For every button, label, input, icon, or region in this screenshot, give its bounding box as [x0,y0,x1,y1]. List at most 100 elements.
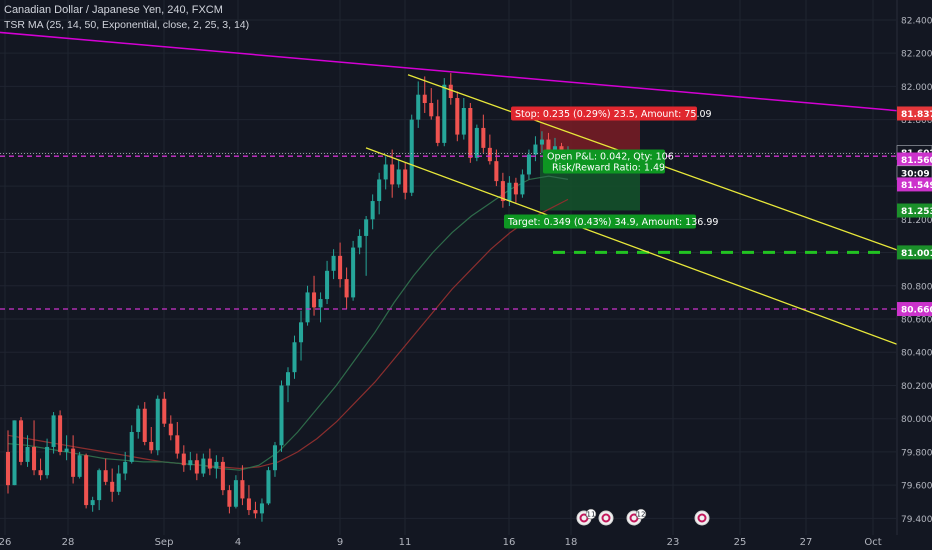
price-label-text: 80.660 [901,306,932,316]
candlesticks [5,73,571,522]
event-count-badge [585,508,597,520]
candle-body [19,420,24,462]
event-marker-dot [579,513,589,523]
candle-body [500,181,505,202]
candle-body [129,431,134,462]
risk-reward-text: Risk/Reward Ratio: 1.49 [552,163,665,174]
price-label: 81.837 [897,106,932,121]
event-marker-dot [629,513,639,523]
moving-averages [7,175,569,471]
candle-body [403,169,408,193]
event-count-text: 12 [637,511,646,519]
event-marker[interactable]: 12 [626,508,647,526]
candle-body [377,179,382,202]
candle-body [58,415,63,452]
time-tick-label: 11 [399,537,412,548]
time-axis: 26 28 Sep 4 9 11 16 18 23 25 27 Oct [0,535,932,550]
candle-body [272,445,277,471]
price-tick-label: 81.800 [901,116,932,126]
event-count-text: 11 [587,511,596,519]
candle-body [149,441,154,451]
candle-body [468,107,473,158]
price-tick-label: 82.400 [901,16,932,26]
time-tick-label: 9 [337,537,343,548]
price-label-text: 30:09 [901,169,930,179]
candle-body [214,461,219,469]
open-pnl-text: Open P&L: 0.042, Qty: 106 [547,152,674,163]
candle-body [253,510,258,514]
event-marker[interactable] [598,510,614,526]
drawn-lines [0,31,932,358]
candle-body [12,420,17,486]
event-marker-circle [694,510,710,526]
price-label-bg [897,245,932,260]
candle-body [220,461,225,491]
price-label-bg [897,203,932,218]
candle-body [318,299,323,308]
target-label-text: Target: 0.349 (0.43%) 34.9, Amount: 136.… [507,217,718,228]
price-label-text: 81.560 [901,156,932,166]
candle-body [299,322,304,343]
price-tick-label: 80.200 [901,382,932,392]
ma-slow-line [7,198,569,470]
candle-body [77,455,82,477]
candle-body [507,182,512,202]
event-markers[interactable]: 11 12 [576,508,710,526]
candle-body [110,481,115,492]
price-tick-label: 80.000 [901,415,932,425]
time-tick-label: 18 [565,537,578,548]
candle-body [539,139,544,145]
price-label-bg [897,106,932,121]
candle-body [45,446,50,476]
candle-body [227,490,232,507]
candle-body [188,460,193,466]
candle-body [338,255,343,280]
candle-body [474,127,479,158]
candle-body [84,455,89,506]
candle-body [422,94,427,104]
price-tick-label: 79.600 [901,482,932,492]
symbol-title: Canadian Dollar / Japanese Yen, 240, FXC… [4,4,223,16]
candle-body [201,458,206,474]
candle-body [416,94,421,120]
candle-body [533,144,538,155]
candle-body [383,164,388,180]
price-label-text: 81.549 [901,181,932,191]
time-tick-label: Oct [864,537,881,548]
candle-body [520,174,525,195]
candle-body [25,446,30,462]
candle-body [207,458,212,469]
time-axis-bg [0,535,932,550]
target-label: Target: 0.349 (0.43%) 34.9, Amount: 136.… [504,214,718,229]
price-label-text: 81.001 [901,249,932,259]
candle-body [259,503,264,514]
indicator-legend[interactable]: TSR MA (25, 14, 50, Exponential, close, … [4,19,250,31]
candle-body [136,408,141,432]
event-marker-dot [601,513,611,523]
price-label-text: 81.837 [901,110,932,120]
price-tick-label: 79.800 [901,448,932,458]
time-tick-label: 23 [667,537,680,548]
candle-body [351,247,356,298]
time-tick-label: 4 [235,537,241,548]
candle-body [396,169,401,185]
candle-body [116,473,121,492]
price-tick-label: 82.000 [901,83,932,93]
candle-body [71,448,76,477]
target-label-bg [504,214,696,229]
candle-body [442,84,447,143]
candle-body [435,116,440,143]
position-labels: Stop: 0.235 (0.29%) 23.5, Amount: 75.09 T… [504,106,718,229]
stop-label-text: Stop: 0.235 (0.29%) 23.5, Amount: 75.09 [515,109,712,120]
candle-body [142,408,147,442]
candle-body [292,342,297,373]
candle-body [325,270,330,300]
channel-lower-line [365,147,932,358]
event-marker[interactable] [694,510,710,526]
event-marker[interactable]: 11 [576,508,597,526]
candle-body [494,161,499,182]
candle-body [312,292,317,308]
candle-body [305,292,310,323]
